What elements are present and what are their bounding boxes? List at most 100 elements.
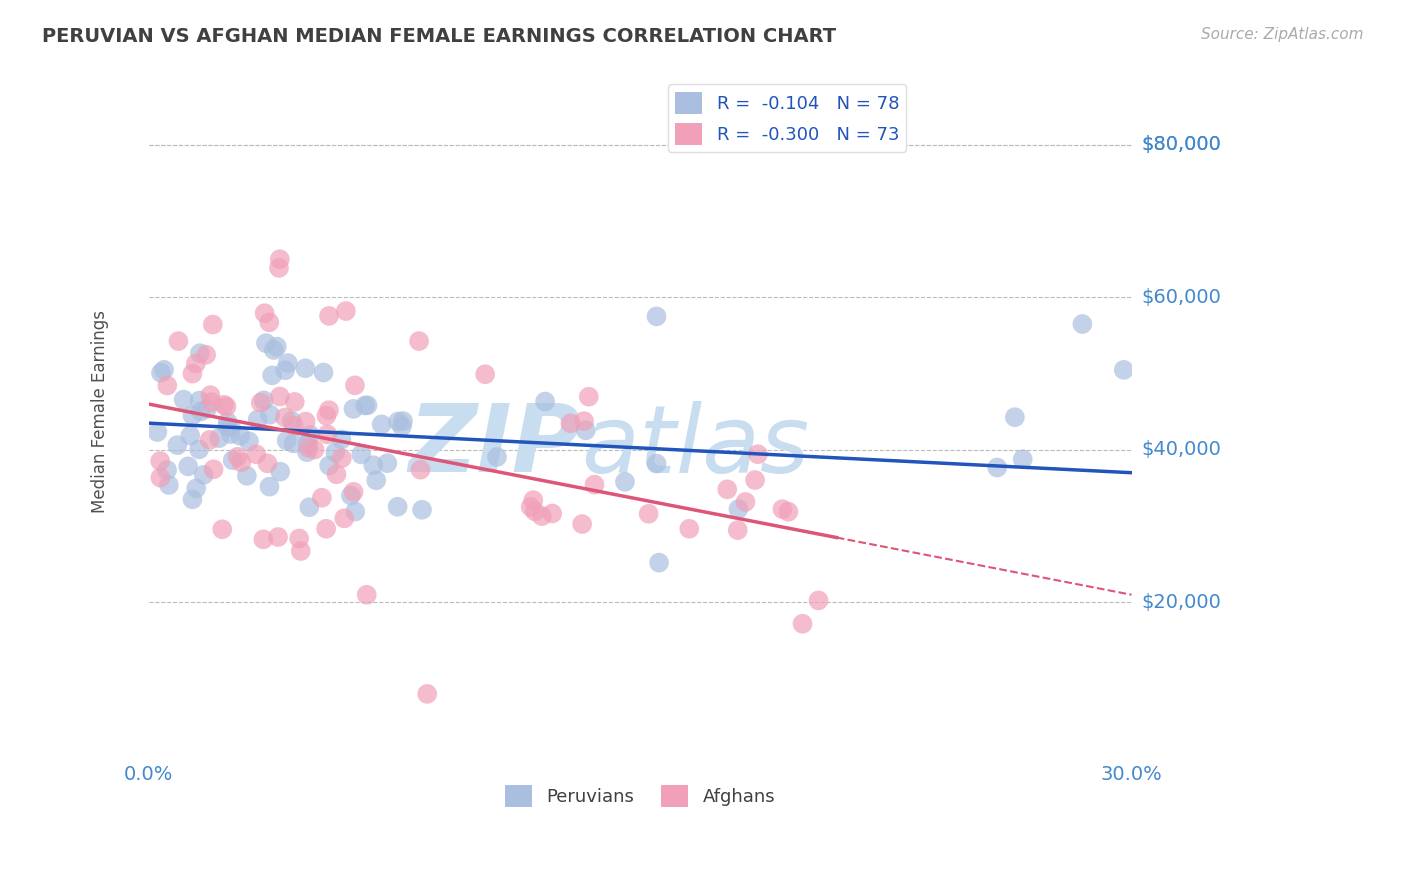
Point xyxy=(648,556,671,570)
Point xyxy=(236,468,259,483)
Point xyxy=(571,517,593,532)
Point xyxy=(318,458,340,473)
Point xyxy=(188,346,211,360)
Point xyxy=(1112,363,1135,377)
Point xyxy=(350,447,373,461)
Text: atlas: atlas xyxy=(581,401,810,491)
Point xyxy=(392,414,415,428)
Point xyxy=(149,366,172,380)
Legend: Peruvians, Afghans: Peruvians, Afghans xyxy=(498,778,783,814)
Point xyxy=(474,368,496,382)
Point xyxy=(575,423,598,437)
Point xyxy=(333,511,356,525)
Point xyxy=(215,400,238,414)
Point xyxy=(727,523,749,537)
Point xyxy=(249,395,271,409)
Point xyxy=(411,502,433,516)
Point xyxy=(298,500,321,515)
Point xyxy=(311,491,333,505)
Point xyxy=(269,465,291,479)
Point xyxy=(613,475,636,489)
Point xyxy=(344,504,367,518)
Point xyxy=(387,500,409,514)
Point xyxy=(986,460,1008,475)
Point xyxy=(149,454,172,468)
Text: $60,000: $60,000 xyxy=(1142,288,1222,307)
Point xyxy=(222,453,245,467)
Point xyxy=(330,433,353,447)
Point xyxy=(259,315,281,329)
Point xyxy=(583,477,606,491)
Point xyxy=(181,367,204,381)
Point xyxy=(1071,317,1094,331)
Point xyxy=(323,445,346,459)
Point xyxy=(149,470,172,484)
Point xyxy=(153,363,176,377)
Point xyxy=(297,441,319,455)
Point xyxy=(744,473,766,487)
Point xyxy=(190,404,212,418)
Point xyxy=(408,334,430,348)
Point xyxy=(377,456,399,470)
Point xyxy=(157,478,180,492)
Point xyxy=(530,509,553,524)
Point xyxy=(318,309,340,323)
Point xyxy=(283,418,305,433)
Text: $80,000: $80,000 xyxy=(1142,136,1222,154)
Point xyxy=(316,427,339,442)
Point xyxy=(156,463,179,477)
Point xyxy=(1011,452,1033,467)
Point xyxy=(276,434,298,448)
Point xyxy=(295,445,318,459)
Point xyxy=(188,442,211,457)
Point xyxy=(198,433,221,447)
Point xyxy=(366,473,388,487)
Point xyxy=(274,410,297,425)
Point xyxy=(727,502,749,516)
Point xyxy=(252,533,274,547)
Point xyxy=(572,414,595,428)
Point xyxy=(217,415,239,429)
Point xyxy=(485,450,508,464)
Text: $40,000: $40,000 xyxy=(1142,441,1222,459)
Point xyxy=(288,532,311,546)
Point xyxy=(184,357,207,371)
Point xyxy=(416,687,439,701)
Point xyxy=(166,438,188,452)
Point xyxy=(387,415,409,429)
Point xyxy=(173,392,195,407)
Point xyxy=(325,467,347,482)
Text: $80,000: $80,000 xyxy=(1142,136,1222,154)
Point xyxy=(181,409,204,423)
Point xyxy=(266,340,288,354)
Point xyxy=(391,419,413,434)
Point xyxy=(315,522,337,536)
Point xyxy=(280,414,302,428)
Point xyxy=(211,522,233,536)
Point xyxy=(219,420,242,434)
Point xyxy=(522,493,544,508)
Point xyxy=(778,505,800,519)
Point xyxy=(201,395,224,409)
Point xyxy=(645,310,668,324)
Point xyxy=(263,343,285,357)
Point xyxy=(200,388,222,402)
Point xyxy=(202,462,225,476)
Point xyxy=(734,495,756,509)
Point xyxy=(354,399,377,413)
Point xyxy=(294,415,316,429)
Point xyxy=(342,484,364,499)
Point xyxy=(229,429,252,443)
Text: Median Female Earnings: Median Female Earnings xyxy=(90,310,108,513)
Point xyxy=(208,431,231,445)
Point xyxy=(231,455,253,469)
Point xyxy=(267,260,290,275)
Point xyxy=(259,480,281,494)
Point xyxy=(409,463,432,477)
Point xyxy=(637,507,659,521)
Point xyxy=(363,458,385,473)
Point xyxy=(179,428,201,442)
Point xyxy=(219,427,242,442)
Point xyxy=(177,459,200,474)
Point xyxy=(256,456,278,470)
